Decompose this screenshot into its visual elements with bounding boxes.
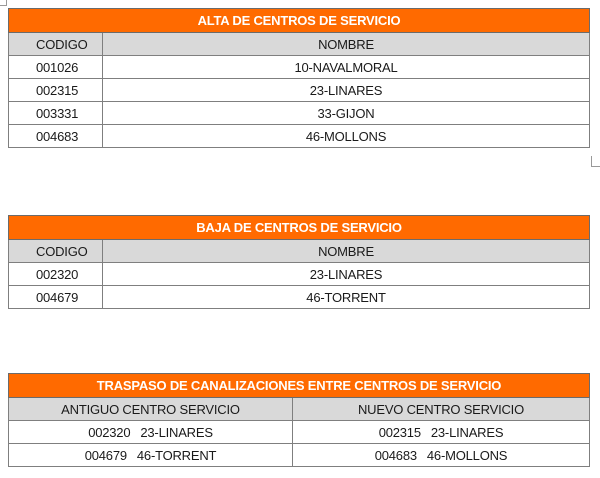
- baja-header-code: CODIGO: [8, 239, 103, 263]
- baja-header-name: NOMBRE: [102, 239, 590, 263]
- alta-row-code: 001026: [8, 55, 103, 79]
- alta-header-row: CODIGO NOMBRE: [8, 32, 590, 56]
- traspaso-new-cell: 002315 23-LINARES: [292, 420, 590, 444]
- traspaso-header-row: ANTIGUO CENTRO SERVICIO NUEVO CENTRO SER…: [8, 397, 590, 421]
- table-row: 002320 23-LINARES 002315 23-LINARES: [8, 420, 590, 444]
- baja-row-code: 002320: [8, 262, 103, 286]
- alta-row-name: 23-LINARES: [102, 78, 590, 102]
- alta-row-name: 10-NAVALMORAL: [102, 55, 590, 79]
- baja-header-row: CODIGO NOMBRE: [8, 239, 590, 263]
- alta-row-code: 002315: [8, 78, 103, 102]
- table-row: 002320 23-LINARES: [8, 262, 590, 286]
- traspaso-old-cell: 004679 46-TORRENT: [8, 443, 293, 467]
- alta-table: ALTA DE CENTROS DE SERVICIO CODIGO NOMBR…: [8, 8, 590, 148]
- baja-row-name: 23-LINARES: [102, 262, 590, 286]
- traspaso-table: TRASPASO DE CANALIZACIONES ENTRE CENTROS…: [8, 373, 590, 467]
- table-row: 001026 10-NAVALMORAL: [8, 55, 590, 79]
- traspaso-title-row: TRASPASO DE CANALIZACIONES ENTRE CENTROS…: [8, 373, 590, 398]
- new-center-code: 002315: [378, 424, 421, 440]
- alta-row-code: 004683: [8, 124, 103, 148]
- new-center-code: 004683: [374, 447, 417, 463]
- baja-row-name: 46-TORRENT: [102, 285, 590, 309]
- table-row: 003331 33-GIJON: [8, 101, 590, 125]
- paragraph-end-mark: [591, 156, 600, 167]
- old-center-code: 004679: [84, 447, 127, 463]
- old-center-code: 002320: [88, 424, 131, 440]
- baja-table: BAJA DE CENTROS DE SERVICIO CODIGO NOMBR…: [8, 215, 590, 309]
- table-row: 004679 46-TORRENT: [8, 285, 590, 309]
- alta-row-code: 003331: [8, 101, 103, 125]
- old-center-name: 46-TORRENT: [136, 447, 217, 463]
- new-center-name: 46-MOLLONS: [426, 447, 508, 463]
- traspaso-old-cell: 002320 23-LINARES: [8, 420, 293, 444]
- traspaso-title: TRASPASO DE CANALIZACIONES ENTRE CENTROS…: [8, 373, 590, 398]
- old-center-name: 23-LINARES: [140, 424, 213, 440]
- baja-title: BAJA DE CENTROS DE SERVICIO: [8, 215, 590, 240]
- alta-row-name: 46-MOLLONS: [102, 124, 590, 148]
- traspaso-header-old: ANTIGUO CENTRO SERVICIO: [8, 397, 293, 421]
- new-center-name: 23-LINARES: [430, 424, 504, 440]
- alta-title-row: ALTA DE CENTROS DE SERVICIO: [8, 8, 590, 33]
- page-corner-mark: [0, 0, 7, 6]
- table-row: 002315 23-LINARES: [8, 78, 590, 102]
- alta-header-code: CODIGO: [8, 32, 103, 56]
- alta-header-name: NOMBRE: [102, 32, 590, 56]
- alta-row-name: 33-GIJON: [102, 101, 590, 125]
- traspaso-new-cell: 004683 46-MOLLONS: [292, 443, 590, 467]
- baja-title-row: BAJA DE CENTROS DE SERVICIO: [8, 215, 590, 240]
- table-row: 004679 46-TORRENT 004683 46-MOLLONS: [8, 443, 590, 467]
- baja-row-code: 004679: [8, 285, 103, 309]
- table-row: 004683 46-MOLLONS: [8, 124, 590, 148]
- alta-title: ALTA DE CENTROS DE SERVICIO: [8, 8, 590, 33]
- traspaso-header-new: NUEVO CENTRO SERVICIO: [292, 397, 590, 421]
